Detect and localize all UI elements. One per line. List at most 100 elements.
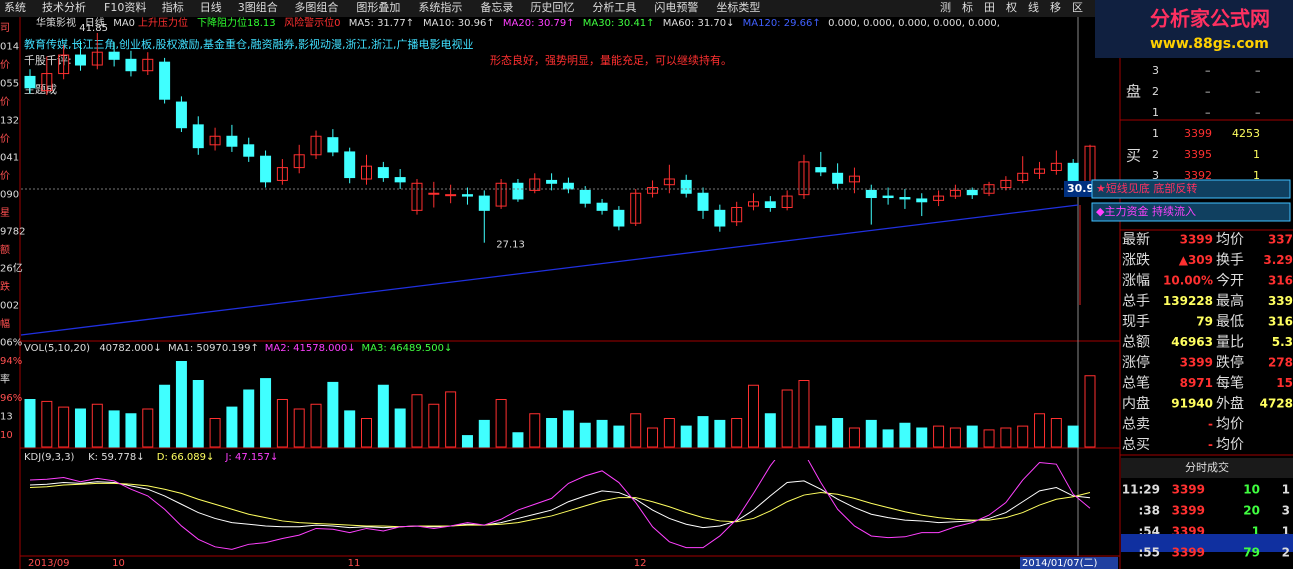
candle-body bbox=[74, 54, 86, 66]
candle-body bbox=[209, 135, 221, 146]
signal-box bbox=[1091, 179, 1291, 199]
left-axis-label: 132 bbox=[0, 116, 19, 127]
toolbar-button[interactable]: 标 bbox=[962, 0, 973, 14]
stat-cell: 278 bbox=[1268, 356, 1293, 370]
candle-body bbox=[175, 101, 187, 129]
frame bbox=[19, 17, 1293, 569]
sell-cell: – bbox=[1255, 85, 1261, 98]
toolbar-item[interactable]: 系统 bbox=[4, 1, 26, 14]
stat-cell: 今开 bbox=[1216, 273, 1244, 289]
left-axis-label: 额 bbox=[0, 243, 10, 256]
toolbar-item[interactable]: 坐标类型 bbox=[716, 0, 760, 14]
stat-cell: 总手 bbox=[1122, 294, 1150, 310]
volume-bar bbox=[142, 408, 154, 448]
stat-cell: 总买 bbox=[1122, 437, 1150, 453]
tick-cell: 79 bbox=[1243, 546, 1260, 560]
toolbar-button[interactable]: 线 bbox=[1028, 0, 1039, 14]
stat-cell: 10.00% bbox=[1163, 274, 1213, 288]
toolbar-button[interactable]: 区 bbox=[1072, 1, 1083, 14]
review: 千股千评: bbox=[24, 54, 72, 67]
toolbar-item[interactable]: 闪电预警 bbox=[654, 0, 698, 14]
candle-body bbox=[495, 182, 507, 207]
candle-body bbox=[108, 51, 120, 60]
signal: ★短线见底 底部反转 bbox=[1096, 181, 1197, 195]
left-axis-label: 价 bbox=[0, 96, 10, 108]
volume-bar bbox=[411, 394, 423, 448]
volume-bar bbox=[394, 408, 406, 448]
stat-cell: 跌停 bbox=[1216, 354, 1244, 371]
logo-bg bbox=[1095, 0, 1293, 58]
tick-cell: 3399 bbox=[1172, 483, 1205, 497]
left-axis-label: 26亿 bbox=[0, 262, 23, 275]
stat-cell: 4728 bbox=[1260, 397, 1293, 411]
left-axis-label: 94% bbox=[0, 356, 22, 367]
candle-body bbox=[293, 154, 305, 169]
kdj-line bbox=[29, 460, 1091, 550]
stat-cell: 总卖 bbox=[1122, 417, 1150, 433]
volume-bar bbox=[983, 429, 995, 448]
volume-bar bbox=[125, 413, 137, 448]
volume-bar bbox=[663, 418, 675, 448]
sell-cell: 2 bbox=[1152, 85, 1159, 98]
stat-cell: 46963 bbox=[1171, 335, 1213, 349]
volume-bar bbox=[596, 419, 608, 448]
toolbar-item[interactable]: 备忘录 bbox=[480, 0, 513, 14]
tick-cell: 2 bbox=[1282, 546, 1290, 560]
candle-body bbox=[91, 51, 103, 66]
volume-bar bbox=[1050, 418, 1062, 448]
toolbar-item[interactable]: 系统指示 bbox=[418, 0, 462, 14]
toolbar-button[interactable]: 田 bbox=[984, 1, 995, 14]
candle-body bbox=[596, 202, 608, 211]
toolbar-item[interactable]: 指标 bbox=[162, 0, 184, 14]
toolbar-item[interactable]: 分析工具 bbox=[592, 0, 636, 14]
signal: ◆主力资金 持续流入 bbox=[1096, 204, 1196, 218]
candle-body bbox=[697, 192, 709, 211]
date-label: 11 bbox=[348, 558, 361, 569]
candle-body bbox=[310, 135, 322, 156]
tick-cell: :55 bbox=[1139, 546, 1161, 560]
toolbar-item[interactable]: 多图组合 bbox=[294, 0, 338, 14]
toolbar-item[interactable]: 日线 bbox=[200, 0, 222, 14]
indicator-label: K: 59.778↓ bbox=[88, 452, 144, 463]
indicator-label: 0.000, 0.000, 0.000, 0.000, 0.000, bbox=[828, 18, 1000, 29]
indicator-label: VOL(5,10,20) bbox=[24, 343, 90, 354]
volume-bar bbox=[108, 410, 120, 448]
volume-bar bbox=[293, 408, 305, 448]
stat-cell: 79 bbox=[1196, 315, 1213, 329]
indicator-label: MA5: 31.77↑ bbox=[349, 18, 414, 29]
toolbar-item[interactable]: 历史回忆 bbox=[530, 1, 574, 14]
volume-bar bbox=[58, 406, 70, 448]
left-axis-label: 06% bbox=[0, 338, 22, 349]
kdj-line bbox=[29, 482, 1091, 528]
stat-cell: 337 bbox=[1268, 233, 1293, 247]
volume-bar bbox=[832, 418, 844, 448]
toolbar-item[interactable]: 3图组合 bbox=[238, 0, 278, 14]
candle-body bbox=[848, 175, 860, 183]
stat-cell: 339 bbox=[1268, 294, 1293, 308]
tick-cell: :38 bbox=[1139, 504, 1161, 518]
buy-cell: 3395 bbox=[1184, 148, 1212, 161]
candle-body bbox=[276, 167, 288, 181]
toolbar-item[interactable]: 图形叠加 bbox=[356, 1, 400, 14]
volume-bar bbox=[243, 389, 255, 448]
candle-body bbox=[966, 189, 978, 196]
volume-bar bbox=[74, 408, 86, 448]
indicator-label: MA30: 30.41↑ bbox=[583, 18, 655, 29]
toolbar-item[interactable]: F10资料 bbox=[104, 0, 146, 14]
candle-body bbox=[916, 198, 928, 203]
stat-cell: 均价 bbox=[1216, 232, 1244, 248]
toolbar-button[interactable]: 权 bbox=[1006, 1, 1017, 14]
volume-bar bbox=[966, 425, 978, 448]
buy-cell: 3399 bbox=[1184, 127, 1212, 140]
toolbar-item[interactable]: 技术分析 bbox=[42, 0, 86, 14]
toolbar-button[interactable]: 移 bbox=[1050, 1, 1061, 14]
stat-cell: 现手 bbox=[1122, 314, 1150, 330]
book-label: 买 bbox=[1126, 147, 1141, 165]
toolbar-button[interactable]: 测 bbox=[940, 1, 951, 14]
tick-highlight bbox=[1121, 534, 1293, 552]
indicator-label: KDJ(9,3,3) bbox=[24, 452, 75, 463]
candle-body bbox=[192, 124, 204, 149]
stat-cell: 涨幅 bbox=[1122, 273, 1150, 289]
candle-body bbox=[142, 58, 154, 72]
buy-cell: 3 bbox=[1152, 169, 1159, 182]
